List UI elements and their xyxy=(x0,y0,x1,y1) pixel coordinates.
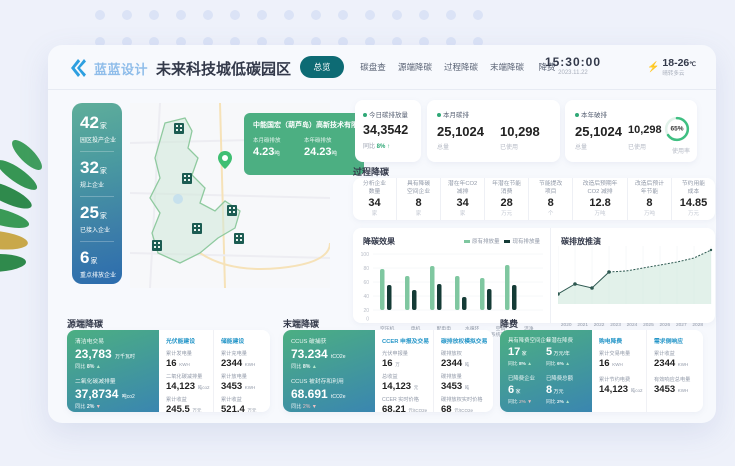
svg-text:40: 40 xyxy=(363,294,369,300)
svg-text:20: 20 xyxy=(363,308,369,314)
svg-text:60: 60 xyxy=(363,280,369,286)
svg-text:100: 100 xyxy=(361,252,370,258)
svg-text:65%: 65% xyxy=(670,125,683,132)
svg-text:80: 80 xyxy=(363,266,369,272)
svg-text:0: 0 xyxy=(366,317,369,323)
